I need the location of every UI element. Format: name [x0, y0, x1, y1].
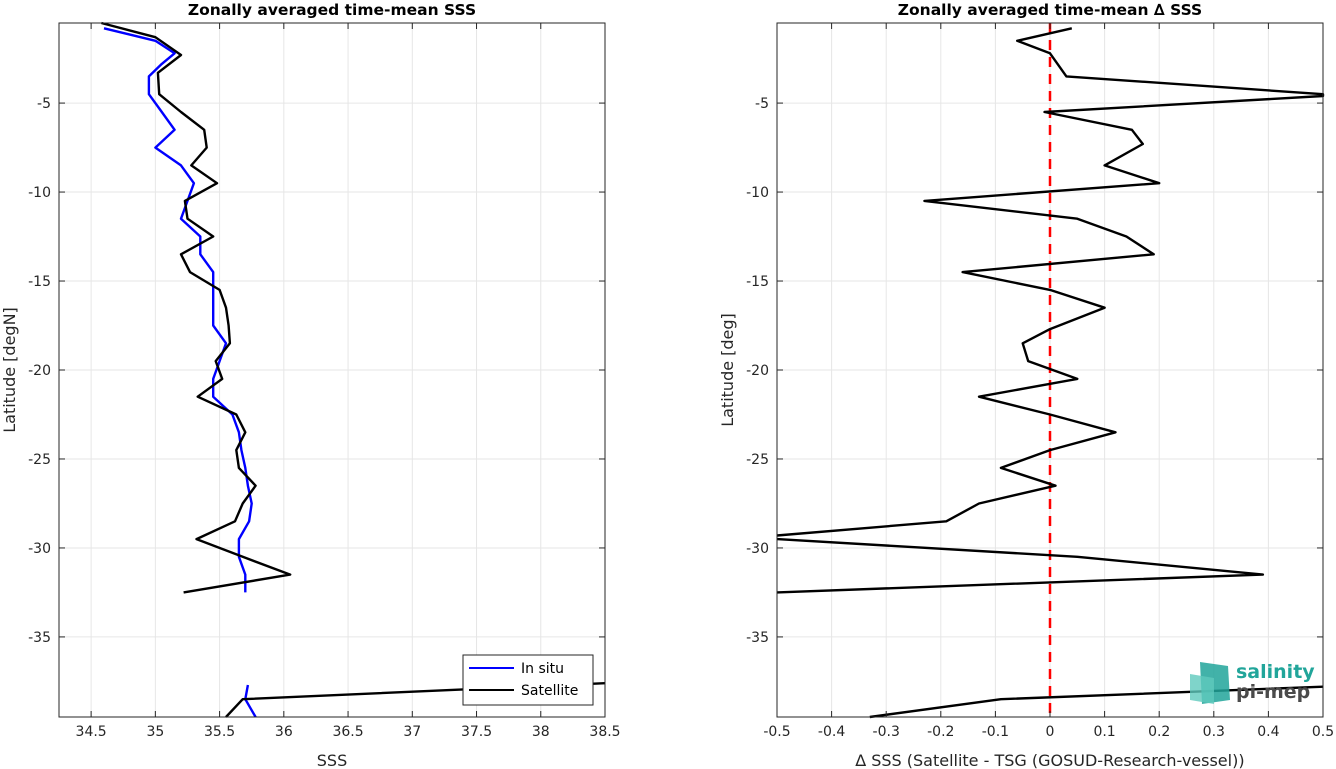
logo-mark-icon-2: [1190, 674, 1214, 704]
y-tick-label: -20: [28, 363, 51, 379]
x-tick-label: -0.3: [873, 724, 900, 740]
chart-title: Zonally averaged time-mean ∆ SSS: [898, 1, 1202, 19]
y-tick-label: -10: [28, 185, 51, 201]
x-tick-label: 38: [532, 724, 550, 740]
x-tick-label: 37: [403, 724, 421, 740]
y-tick-label: -25: [28, 452, 51, 468]
x-tick-label: -0.5: [763, 724, 790, 740]
salinity-pimep-logo: salinity pi-mep: [1190, 661, 1315, 704]
x-axis-label: ∆ SSS (Satellite - TSG (GOSUD-Research-v…: [854, 751, 1244, 769]
y-tick-label: -30: [28, 541, 51, 557]
y-tick-label: -15: [746, 274, 769, 290]
satellite-line: [101, 21, 292, 594]
y-tick-label: -5: [37, 96, 51, 112]
y-tick-label: -5: [755, 96, 769, 112]
legend: In situ Satellite: [462, 654, 594, 706]
y-tick-label: -30: [746, 541, 769, 557]
x-tick-label: 0.1: [1093, 724, 1115, 740]
delta-sss-line: [776, 537, 1265, 594]
y-tick-label: -35: [746, 630, 769, 646]
y-tick-label: -25: [746, 452, 769, 468]
chart-title: Zonally averaged time-mean SSS: [188, 1, 476, 19]
x-tick-label: 0.5: [1312, 724, 1334, 740]
in-situ-line: [244, 684, 257, 718]
legend-label-satellite: Satellite: [521, 683, 578, 699]
x-tick-label: 0.2: [1148, 724, 1170, 740]
logo-text-salinity: salinity: [1236, 661, 1315, 683]
x-axis-label: SSS: [317, 751, 347, 769]
legend-box: [462, 654, 594, 706]
x-tick-label: -0.1: [982, 724, 1009, 740]
x-tick-label: -0.2: [927, 724, 954, 740]
x-tick-label: 0.4: [1257, 724, 1279, 740]
delta-sss-panel: Zonally averaged time-mean ∆ SSS -0.5 -0.…: [718, 1, 1334, 769]
y-tick-label: -35: [28, 630, 51, 646]
y-axis-label: Latitude [degN]: [0, 307, 19, 433]
y-tick-label: -20: [746, 363, 769, 379]
logo-text-pimep: pi-mep: [1236, 681, 1310, 703]
y-tick-label: -10: [746, 185, 769, 201]
in-situ-line: [103, 27, 253, 593]
x-tick-label: 36.5: [332, 724, 363, 740]
x-tick-label: 35.5: [204, 724, 235, 740]
x-tick-label: 0.3: [1203, 724, 1225, 740]
x-tick-label: 35: [146, 724, 164, 740]
x-tick-label: 36: [275, 724, 293, 740]
x-tick-label: 38.5: [589, 724, 620, 740]
sss-panel: Zonally averaged time-mean SSS 34.5 35 35.…: [0, 1, 621, 769]
y-axis-label: Latitude [deg]: [718, 313, 737, 427]
x-tick-label: 0: [1046, 724, 1055, 740]
y-tick-label: -15: [28, 274, 51, 290]
x-tick-label: 37.5: [461, 724, 492, 740]
x-tick-label: 34.5: [76, 724, 107, 740]
legend-label-in-situ: In situ: [521, 661, 564, 677]
x-tick-label: -0.4: [818, 724, 845, 740]
